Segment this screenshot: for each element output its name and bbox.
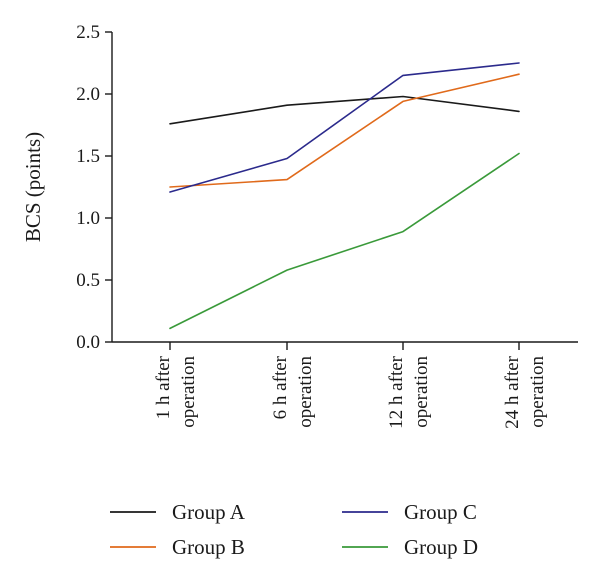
y-tick-label: 0.0	[76, 332, 100, 353]
x-tick-label: 1 h after	[153, 355, 174, 419]
x-tick-label-group: 6 h after operation	[270, 355, 316, 427]
y-tick-label: 2.0	[76, 84, 100, 105]
x-tick-label-group: 1 h after operation	[153, 355, 199, 427]
y-tick-label: 1.0	[76, 208, 100, 229]
y-axis: 0.0 0.5 1.0 1.5 2.0 2.5	[76, 22, 113, 353]
legend-item-group-d: Group D	[342, 535, 478, 559]
x-tick-label: operation	[411, 356, 432, 428]
x-tick-label: operation	[295, 356, 316, 428]
legend-item-group-a: Group A	[110, 500, 246, 524]
x-tick-label: 24 h after	[502, 355, 523, 428]
x-tick-label: operation	[178, 356, 199, 428]
y-tick-label: 0.5	[76, 270, 100, 291]
y-tick-label: 2.5	[76, 22, 100, 43]
x-tick-label: 12 h after	[386, 355, 407, 428]
legend-label: Group B	[172, 535, 245, 559]
series-line-group-d	[169, 152, 520, 330]
y-tick-label: 1.5	[76, 146, 100, 167]
x-tick-label-group: 24 h after operation	[502, 355, 548, 428]
legend: Group A Group B Group C Group D	[110, 500, 478, 559]
series-line-group-a	[169, 95, 520, 125]
legend-item-group-c: Group C	[342, 500, 477, 524]
x-axis: 1 h after operation 6 h after operation 12 h…	[112, 341, 578, 429]
series-line-group-b	[169, 73, 520, 188]
legend-label: Group D	[404, 535, 478, 559]
x-tick-label-group: 12 h after operation	[386, 355, 432, 428]
x-tick-label: operation	[527, 356, 548, 428]
y-axis-title: BCS (points)	[21, 132, 45, 242]
legend-item-group-b: Group B	[110, 535, 245, 559]
series-line-group-c	[169, 62, 520, 193]
series-layer	[169, 62, 520, 330]
x-tick-label: 6 h after	[270, 355, 291, 419]
legend-label: Group A	[172, 500, 246, 524]
legend-label: Group C	[404, 500, 477, 524]
